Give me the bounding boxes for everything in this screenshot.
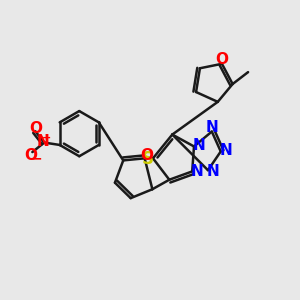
Text: S: S bbox=[142, 150, 154, 168]
Text: O: O bbox=[29, 121, 42, 136]
Text: O: O bbox=[25, 148, 38, 163]
Text: N: N bbox=[37, 134, 50, 149]
Text: +: + bbox=[42, 133, 52, 143]
Text: −: − bbox=[31, 152, 42, 166]
Text: N: N bbox=[220, 143, 232, 158]
Text: O: O bbox=[140, 148, 154, 163]
Text: N: N bbox=[192, 138, 205, 153]
Text: N: N bbox=[206, 120, 219, 135]
Text: O: O bbox=[215, 52, 228, 67]
Text: N: N bbox=[190, 164, 203, 179]
Text: N: N bbox=[206, 164, 219, 179]
